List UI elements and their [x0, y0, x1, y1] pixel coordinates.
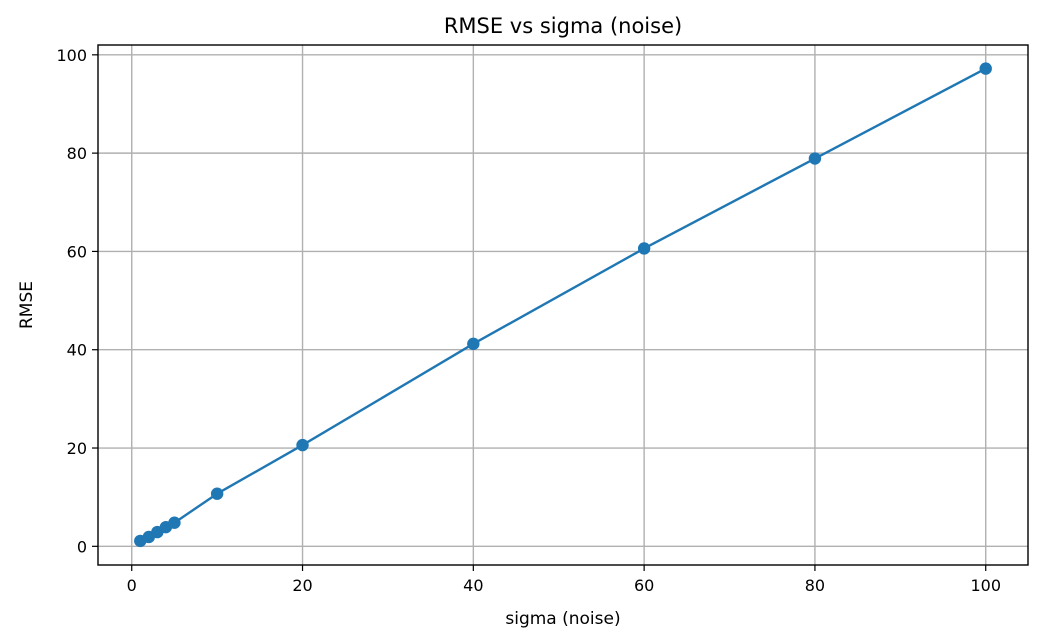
y-tick-label: 100	[56, 46, 87, 65]
x-tick-label: 20	[292, 576, 312, 595]
x-axis-label: sigma (noise)	[505, 609, 620, 629]
data-point	[637, 242, 651, 255]
x-tick-label: 60	[634, 576, 654, 595]
x-tick-label: 80	[805, 576, 825, 595]
ticks: 0 20 40 60 80 100 0 20 40 60 80 100	[56, 46, 1001, 595]
data-point	[296, 438, 309, 452]
series-layer	[134, 62, 992, 548]
plot-frame	[97, 44, 1029, 566]
data-point	[467, 337, 480, 351]
chart-title: RMSE vs sigma (noise)	[444, 14, 682, 38]
y-tick-label: 60	[67, 242, 87, 261]
data-point	[168, 516, 181, 529]
data-point	[808, 152, 822, 165]
y-tick-label: 0	[77, 537, 87, 556]
y-tick-label: 40	[67, 341, 87, 360]
y-axis-label: RMSE	[17, 281, 37, 329]
grid	[98, 45, 1028, 565]
x-tick-label: 40	[463, 576, 483, 595]
x-tick-label: 100	[970, 576, 1001, 595]
data-point	[210, 487, 224, 500]
x-tick-label: 0	[127, 576, 137, 595]
plot-background	[98, 45, 1028, 565]
y-tick-label: 20	[67, 439, 87, 458]
y-tick-label: 80	[67, 144, 87, 163]
data-point	[979, 62, 992, 75]
